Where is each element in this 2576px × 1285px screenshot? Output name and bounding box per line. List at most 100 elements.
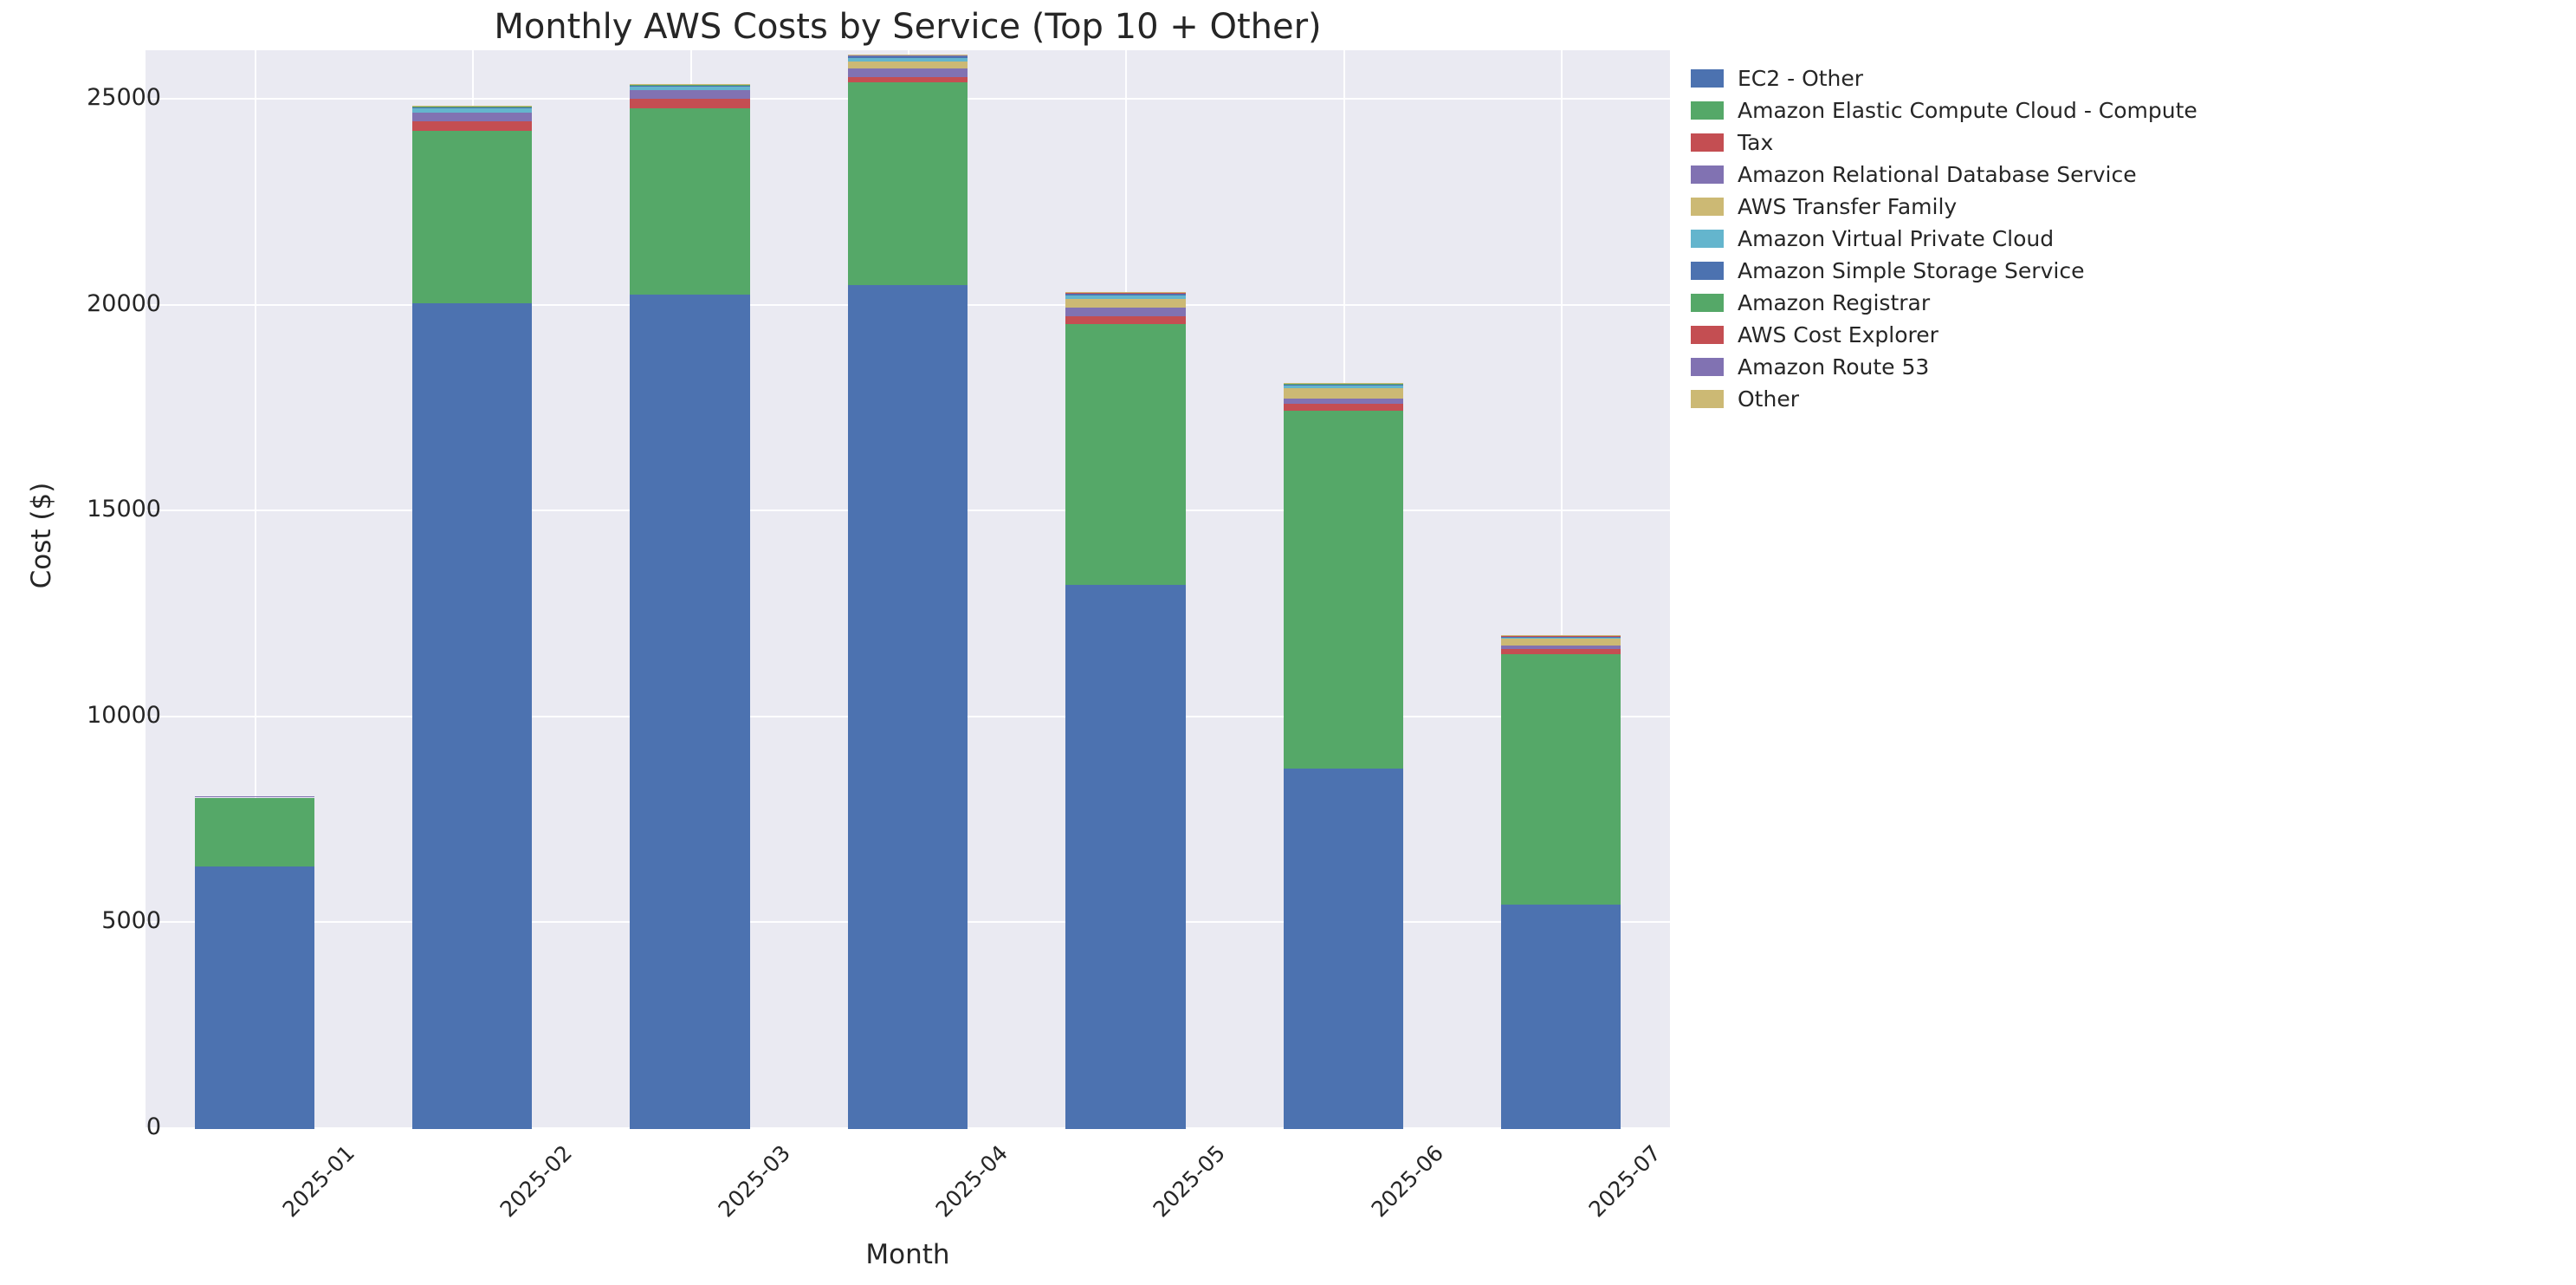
plot-area <box>146 50 1670 1129</box>
bar-group[interactable] <box>1283 382 1403 1129</box>
legend-item[interactable]: Amazon Simple Storage Service <box>1691 255 2540 287</box>
bar-segment[interactable] <box>1283 384 1403 386</box>
bar-segment[interactable] <box>1065 295 1186 300</box>
bar-segment[interactable] <box>1501 637 1621 639</box>
bar-segment[interactable] <box>847 81 968 286</box>
legend-swatch-icon <box>1691 294 1724 312</box>
bar-segment[interactable] <box>1283 386 1403 388</box>
gridline-vertical <box>254 50 256 1129</box>
x-axis-label: Month <box>865 1239 950 1270</box>
bar-segment[interactable] <box>1501 653 1621 905</box>
legend-item[interactable]: Amazon Route 53 <box>1691 351 2540 383</box>
legend-swatch-icon <box>1691 101 1724 120</box>
bar-segment[interactable] <box>194 797 314 866</box>
legend-item-label: AWS Cost Explorer <box>1738 322 1938 347</box>
legend-item-label: Other <box>1738 386 1799 412</box>
legend-swatch-icon <box>1691 262 1724 280</box>
bar-group[interactable] <box>847 55 968 1129</box>
legend-item-label: Tax <box>1738 130 1774 155</box>
legend-item[interactable]: AWS Cost Explorer <box>1691 319 2540 351</box>
bar-segment[interactable] <box>1283 398 1403 404</box>
bar-group[interactable] <box>1501 635 1621 1129</box>
bar-segment[interactable] <box>194 795 314 798</box>
bar-segment[interactable] <box>1065 584 1186 1129</box>
y-axis-tick-label: 25000 <box>87 84 161 112</box>
bar-segment[interactable] <box>1501 636 1621 638</box>
bar-segment[interactable] <box>1283 769 1403 1129</box>
y-axis-tick-label: 15000 <box>87 496 161 523</box>
legend-item-label: Amazon Route 53 <box>1738 354 1930 380</box>
bar-segment[interactable] <box>630 99 750 108</box>
legend-swatch-icon <box>1691 198 1724 216</box>
bar-segment[interactable] <box>1065 315 1186 324</box>
bar-segment[interactable] <box>1501 639 1621 646</box>
bar-segment[interactable] <box>412 130 533 304</box>
y-axis-label: Cost ($) <box>26 482 57 589</box>
bar-segment[interactable] <box>1283 403 1403 411</box>
bar-segment[interactable] <box>412 120 533 131</box>
bar-segment[interactable] <box>1065 293 1186 295</box>
bar-segment[interactable] <box>412 107 533 109</box>
bar-segment[interactable] <box>412 303 533 1129</box>
legend-item-label: Amazon Elastic Compute Cloud - Compute <box>1738 98 2197 123</box>
legend-swatch-icon <box>1691 358 1724 376</box>
bar-segment[interactable] <box>1065 323 1186 585</box>
legend-item-label: Amazon Relational Database Service <box>1738 162 2137 187</box>
x-axis-tick-label: 2025-05 <box>1149 1140 1231 1223</box>
bar-segment[interactable] <box>630 90 750 100</box>
y-axis-tick-label: 5000 <box>101 907 161 935</box>
bar-segment[interactable] <box>1501 904 1621 1129</box>
legend-swatch-icon <box>1691 69 1724 88</box>
bar-segment[interactable] <box>847 57 968 62</box>
x-axis-tick-label: 2025-01 <box>277 1140 359 1223</box>
bar-segment[interactable] <box>412 108 533 113</box>
legend-item[interactable]: EC2 - Other <box>1691 62 2540 94</box>
legend-item[interactable]: Amazon Registrar <box>1691 287 2540 319</box>
legend-item-label: EC2 - Other <box>1738 66 1864 91</box>
bar-segment[interactable] <box>847 68 968 77</box>
bar-group[interactable] <box>630 83 750 1129</box>
bar-segment[interactable] <box>1283 387 1403 399</box>
legend-item-label: Amazon Simple Storage Service <box>1738 258 2085 283</box>
legend-swatch-icon <box>1691 326 1724 344</box>
bar-segment[interactable] <box>1283 410 1403 769</box>
legend-item-label: Amazon Virtual Private Cloud <box>1738 226 2055 251</box>
bar-segment[interactable] <box>630 107 750 295</box>
legend-swatch-icon <box>1691 165 1724 184</box>
bar-segment[interactable] <box>847 285 968 1129</box>
legend-swatch-icon <box>1691 133 1724 152</box>
bar-segment[interactable] <box>630 84 750 88</box>
bar-segment[interactable] <box>412 112 533 121</box>
x-axis-tick-label: 2025-06 <box>1366 1140 1448 1223</box>
legend-item[interactable]: Amazon Virtual Private Cloud <box>1691 223 2540 255</box>
bar-segment[interactable] <box>847 55 968 58</box>
gridline-vertical <box>1561 50 1563 1129</box>
bar-group[interactable] <box>194 795 314 1129</box>
bar-segment[interactable] <box>194 866 314 1129</box>
legend-item-label: Amazon Registrar <box>1738 290 1931 315</box>
bar-segment[interactable] <box>630 294 750 1129</box>
legend-item[interactable]: Amazon Elastic Compute Cloud - Compute <box>1691 94 2540 127</box>
legend-item-label: AWS Transfer Family <box>1738 194 1958 219</box>
legend-item[interactable]: Tax <box>1691 127 2540 159</box>
y-axis-tick-label: 0 <box>146 1113 161 1140</box>
x-axis-tick-label: 2025-04 <box>930 1140 1013 1223</box>
bar-segment[interactable] <box>1501 645 1621 650</box>
bar-segment[interactable] <box>630 87 750 91</box>
y-axis-tick-label: 20000 <box>87 289 161 317</box>
bar-segment[interactable] <box>847 61 968 68</box>
bar-group[interactable] <box>1065 292 1186 1129</box>
bar-segment[interactable] <box>847 76 968 82</box>
x-axis-tick-label: 2025-03 <box>713 1140 795 1223</box>
chart-legend: EC2 - Other Amazon Elastic Compute Cloud … <box>1691 62 2540 415</box>
legend-item[interactable]: Other <box>1691 383 2540 415</box>
chart-title: Monthly AWS Costs by Service (Top 10 + O… <box>494 7 1322 47</box>
bar-segment[interactable] <box>1065 299 1186 308</box>
legend-item[interactable]: AWS Transfer Family <box>1691 191 2540 223</box>
bar-segment[interactable] <box>1501 649 1621 654</box>
bar-segment[interactable] <box>1065 308 1186 316</box>
bar-group[interactable] <box>412 105 533 1129</box>
legend-item[interactable]: Amazon Relational Database Service <box>1691 159 2540 191</box>
x-axis-tick-label: 2025-02 <box>495 1140 578 1223</box>
